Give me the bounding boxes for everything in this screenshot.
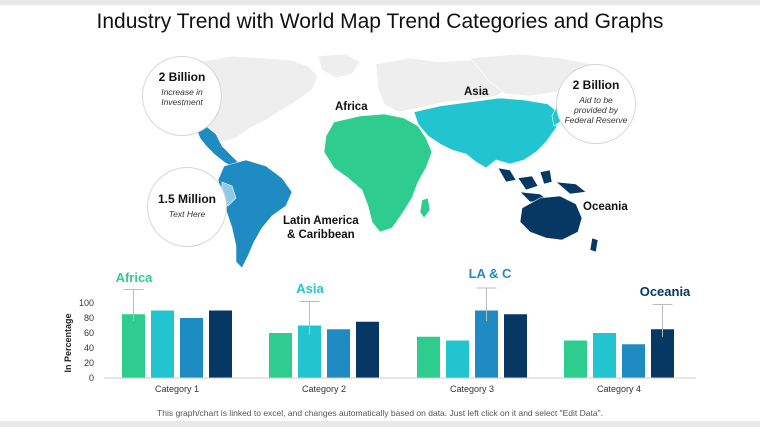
footnote: This graph/chart is linked to excel, and… [157, 408, 603, 418]
y-tick-label: 40 [84, 343, 94, 353]
y-tick-label: 80 [84, 313, 94, 323]
error-bar-category-4 [652, 304, 673, 337]
error-bar-category-2 [299, 301, 320, 336]
error-bar-category-1 [123, 289, 144, 321]
region-label-latin-america-line2: & Caribbean [286, 229, 355, 241]
bar-series-2-category-1 [151, 310, 174, 378]
y-axis-label: In Percentage [63, 313, 73, 372]
bar-series-4-category-4 [651, 329, 674, 378]
madagascar-shape [419, 197, 431, 219]
bar-series-4-category-3 [504, 314, 527, 378]
x-tick-label: Category 4 [597, 384, 641, 394]
region-label-asia: Asia [464, 86, 489, 98]
callout-investment-text: Increase in Investment [161, 87, 203, 107]
group-labels: Africa Asia LA & C Oceania [116, 266, 691, 299]
bar-series-2-category-2 [298, 325, 321, 378]
greenland-shape [317, 53, 361, 79]
callout-federal-reserve-value: 2 Billion [572, 78, 620, 92]
x-tick-label: Category 1 [155, 384, 199, 394]
bar-series-4-category-1 [209, 310, 232, 378]
callout-investment-value: 2 Billion [158, 70, 206, 84]
callout-federal-reserve-text: Aid to be provided by Federal Reserve [564, 95, 628, 125]
bar-series-1-category-1 [122, 314, 145, 378]
error-bars [123, 287, 673, 337]
bar-series-1-category-4 [564, 340, 587, 378]
error-bar-category-3 [476, 287, 497, 321]
group-label-asia: Asia [296, 281, 324, 296]
oceania-shape [519, 195, 599, 253]
region-label-africa: Africa [335, 101, 368, 113]
southeast-asia-islands [497, 167, 587, 203]
bar-series-3-category-1 [180, 318, 203, 378]
callout-investment: 2 Billion Increase in Investment [142, 56, 222, 136]
top-border [0, 0, 760, 5]
group-label-la-c: LA & C [469, 266, 512, 281]
region-label-latin-america: Latin America & Caribbean [283, 214, 359, 242]
bar-series-1-category-3 [417, 336, 440, 378]
y-tick-label: 0 [89, 373, 94, 383]
bar-series-2-category-3 [446, 340, 469, 378]
region-label-latin-america-line1: Latin America [283, 215, 359, 227]
y-tick-label: 100 [79, 298, 94, 308]
africa-shape [323, 113, 433, 233]
y-tick-label: 20 [84, 358, 94, 368]
bar-series-3-category-3 [475, 310, 498, 378]
x-tick-label: Category 3 [450, 384, 494, 394]
group-label-africa: Africa [116, 270, 154, 285]
page-title: Industry Trend with World Map Trend Cate… [96, 10, 664, 33]
region-label-oceania: Oceania [583, 201, 628, 213]
bar-series-2-category-4 [593, 333, 616, 378]
bar-series-3-category-4 [622, 344, 645, 378]
callout-text-here-value: 1.5 Million [157, 192, 216, 206]
group-label-oceania: Oceania [640, 284, 691, 299]
y-tick-label: 60 [84, 328, 94, 338]
bar-series [122, 310, 674, 378]
callout-text-here: 1.5 Million Text Here [147, 167, 227, 247]
y-axis-ticks: 0 20 40 60 80 100 [79, 298, 94, 383]
x-tick-label: Category 2 [302, 384, 346, 394]
world-map [191, 53, 599, 269]
bottom-border [0, 421, 760, 427]
x-axis-labels: Category 1 Category 2 Category 3 Category 4 [155, 384, 641, 394]
bar-series-3-category-2 [327, 329, 350, 378]
map-background-land [191, 53, 599, 143]
callout-text-here-text: Text Here [168, 209, 206, 219]
bar-series-4-category-2 [356, 321, 379, 378]
new-zealand-shape [589, 237, 599, 253]
callout-federal-reserve: 2 Billion Aid to be provided by Federal … [556, 64, 636, 144]
bar-series-1-category-2 [269, 333, 292, 378]
